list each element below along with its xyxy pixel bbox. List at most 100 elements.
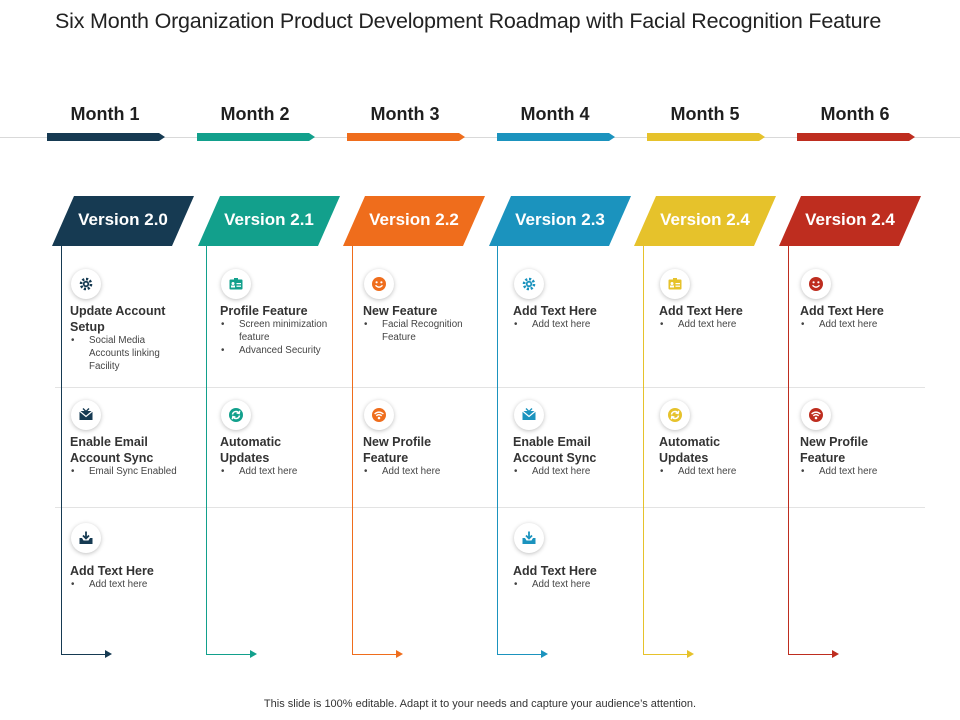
timeline-arrow-line [352, 654, 397, 655]
bullet-item: Email Sync Enabled [70, 465, 185, 478]
month-2: Month 2 [197, 104, 315, 144]
bullet-item: Add text here [513, 465, 628, 478]
version-label: Version 2.3 [515, 210, 605, 229]
timeline-divider [0, 137, 960, 138]
timeline-vertical-line [61, 240, 62, 655]
gear-icon [514, 269, 544, 299]
item-bullets: Email Sync Enabled [70, 465, 185, 478]
item-bullets: Add text here [659, 318, 774, 331]
month-bar [347, 133, 465, 141]
month-label: Month 1 [70, 104, 140, 124]
item-bullets: Add text here [70, 578, 185, 591]
month-label: Month 3 [370, 104, 440, 124]
refresh-icon [221, 400, 251, 430]
version-label: Version 2.0 [78, 210, 168, 229]
bullet-item: Add text here [513, 578, 628, 591]
timeline-arrow-line [788, 654, 833, 655]
timeline-vertical-line [206, 240, 207, 655]
timeline-vertical-line [643, 240, 644, 655]
footer-note: This slide is 100% editable. Adapt it to… [263, 698, 697, 710]
smiley-face-icon [801, 269, 831, 299]
item-bullets: Add text here [220, 465, 335, 478]
arrow-head-icon [250, 650, 257, 658]
item-title: Automatic Updates [659, 435, 721, 465]
month-label: Month 2 [220, 104, 290, 124]
version-banner-1: Version 2.0 [52, 196, 194, 246]
arrow-head-icon [396, 650, 403, 658]
item-title: New Feature [363, 304, 438, 318]
inbox-download-icon [71, 523, 101, 553]
version-label: Version 2.4 [805, 210, 895, 229]
version-banner-3: Version 2.2 [343, 196, 485, 246]
refresh-icon [660, 400, 690, 430]
version-banner-5: Version 2.4 [634, 196, 776, 246]
bullet-item: Add text here [659, 465, 774, 478]
mail-icon [514, 400, 544, 430]
row-divider [55, 507, 925, 508]
version-label: Version 2.2 [369, 210, 459, 229]
wifi-icon [364, 400, 394, 430]
month-label: Month 4 [520, 104, 590, 124]
month-1: Month 1 [47, 104, 165, 144]
smiley-face-icon [364, 269, 394, 299]
item-bullets: Add text here [800, 465, 915, 478]
wifi-icon [801, 400, 831, 430]
item-bullets: Add text here [513, 578, 628, 591]
item-bullets: Social Media Accounts linking Facility [70, 334, 185, 373]
item-bullets: Add text here [363, 465, 478, 478]
item-title: Add Text Here [659, 304, 743, 318]
mail-icon [71, 400, 101, 430]
bullet-item: Add text here [70, 578, 185, 591]
row-divider [55, 387, 925, 388]
month-bar [47, 133, 165, 141]
timeline-arrow-line [497, 654, 542, 655]
item-title: Add Text Here [513, 564, 597, 578]
month-5: Month 5 [647, 104, 765, 144]
item-title: Profile Feature [220, 304, 308, 318]
bullet-item: Add text here [800, 465, 915, 478]
id-card-icon [221, 269, 251, 299]
month-6: Month 6 [797, 104, 915, 144]
arrow-head-icon [541, 650, 548, 658]
bullet-item: Add text here [800, 318, 915, 331]
arrow-head-icon [832, 650, 839, 658]
item-title: Update Account Setup [70, 304, 166, 334]
timeline-arrow-line [643, 654, 688, 655]
bullet-item: Add text here [659, 318, 774, 331]
version-label: Version 2.1 [224, 210, 314, 229]
month-bar [197, 133, 315, 141]
item-bullets: Facial Recognition Feature [363, 318, 478, 344]
month-label: Month 6 [820, 104, 890, 124]
version-label: Version 2.4 [660, 210, 750, 229]
bullet-item: Advanced Security [220, 344, 335, 357]
page-title: Six Month Organization Product Developme… [55, 9, 882, 33]
item-title: New Profile Feature [800, 435, 869, 465]
version-banner-4: Version 2.3 [489, 196, 631, 246]
arrow-head-icon [105, 650, 112, 658]
item-bullets: Add text here [513, 465, 628, 478]
month-bar [647, 133, 765, 141]
timeline-vertical-line [352, 240, 353, 655]
gear-icon [71, 269, 101, 299]
month-bar [497, 133, 615, 141]
version-banner-2: Version 2.1 [198, 196, 340, 246]
item-title: Add Text Here [800, 304, 884, 318]
month-label: Month 5 [670, 104, 740, 124]
timeline-arrow-line [61, 654, 106, 655]
arrow-head-icon [687, 650, 694, 658]
month-3: Month 3 [347, 104, 465, 144]
timeline-vertical-line [497, 240, 498, 655]
inbox-download-icon [514, 523, 544, 553]
item-title: Add Text Here [70, 564, 154, 578]
timeline-arrow-line [206, 654, 251, 655]
item-title: Enable Email Account Sync [70, 435, 154, 465]
version-banner-6: Version 2.4 [779, 196, 921, 246]
month-bar [797, 133, 915, 141]
bullet-item: Screen minimization feature [220, 318, 335, 344]
id-card-icon [660, 269, 690, 299]
month-4: Month 4 [497, 104, 615, 144]
item-bullets: Add text here [659, 465, 774, 478]
timeline-vertical-line [788, 240, 789, 655]
bullet-item: Add text here [220, 465, 335, 478]
item-bullets: Add text here [800, 318, 915, 331]
